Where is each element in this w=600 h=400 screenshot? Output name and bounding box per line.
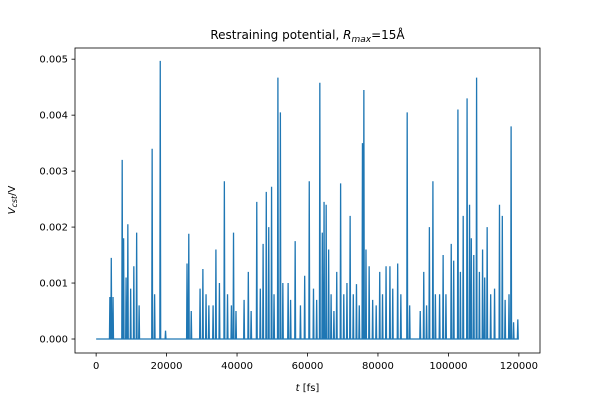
- chart-title: Restraining potential, Rmax=15Å: [210, 27, 405, 45]
- y-axis-ticks: 0.000 0.001 0.002 0.003 0.004 0.005: [39, 55, 75, 346]
- y-axis-label: Vcst/V: [7, 185, 19, 214]
- y-tick-label: 0.003: [39, 167, 68, 178]
- x-tick-label: 120000: [500, 361, 538, 372]
- y-tick-label: 0.002: [39, 223, 68, 234]
- chart-title-subscript: max: [351, 35, 371, 45]
- y-axis-label-subscript: cst: [10, 195, 19, 208]
- x-tick-label: 20000: [151, 361, 183, 372]
- y-tick-label: 0.001: [39, 279, 68, 290]
- x-tick-label: 60000: [292, 361, 324, 372]
- y-tick-label: 0.000: [39, 335, 68, 346]
- x-axis-ticks: 0 20000 40000 60000 80000 100000 120000: [93, 353, 538, 372]
- x-axis-label-symbol: t: [296, 383, 301, 394]
- chart-title-symbol: R: [343, 28, 351, 42]
- x-axis-label-rest: [fs]: [300, 383, 320, 394]
- x-tick-label: 80000: [362, 361, 394, 372]
- x-tick-label: 100000: [429, 361, 467, 372]
- y-tick-label: 0.005: [39, 55, 68, 66]
- x-tick-label: 40000: [221, 361, 253, 372]
- y-tick-label: 0.004: [39, 111, 68, 122]
- plot-area: [96, 60, 519, 340]
- y-axis-label-rest: /V: [7, 185, 18, 195]
- chart-title-prefix: Restraining potential,: [210, 28, 343, 42]
- series-line: [96, 60, 519, 340]
- y-axis-label-symbol: V: [7, 206, 18, 214]
- x-axis-label: t [fs]: [296, 383, 320, 394]
- chart-title-suffix: =15Å: [371, 27, 405, 42]
- x-tick-label: 0: [93, 361, 99, 372]
